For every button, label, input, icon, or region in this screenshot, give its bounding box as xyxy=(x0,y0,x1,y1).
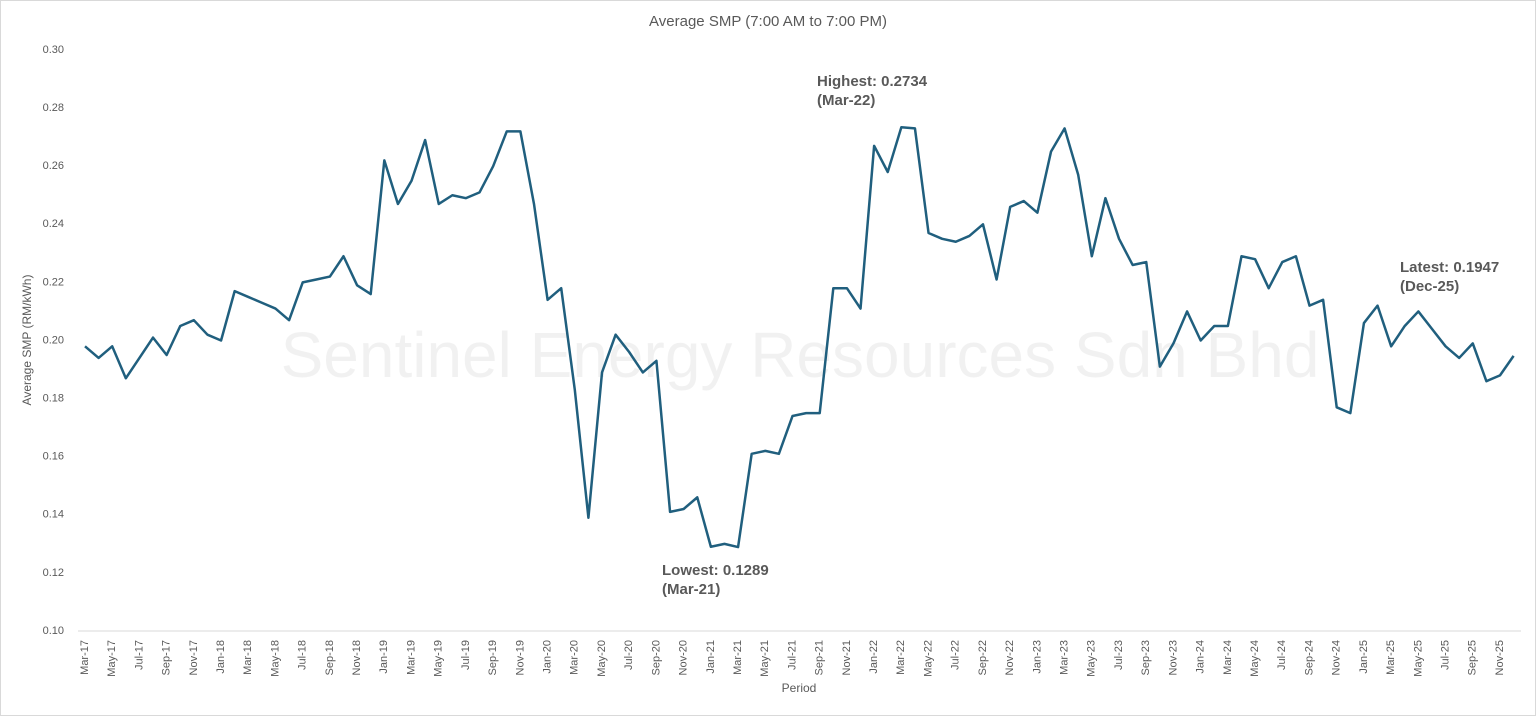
x-tick-label: Jan-25 xyxy=(1358,640,1370,674)
x-tick-label: Nov-20 xyxy=(678,640,690,675)
x-tick-label: Sep-17 xyxy=(161,640,173,675)
x-tick-label: Nov-23 xyxy=(1167,640,1179,675)
x-tick-label: Sep-21 xyxy=(814,640,826,675)
x-tick-label: Mar-17 xyxy=(79,640,91,675)
y-tick-label: 0.28 xyxy=(43,102,64,114)
y-tick-label: 0.16 xyxy=(43,451,64,463)
x-tick-label: Jan-18 xyxy=(215,640,227,674)
x-tick-label: Sep-20 xyxy=(650,640,662,675)
annotation: (Mar-21) xyxy=(662,581,720,598)
x-tick-label: Nov-22 xyxy=(1004,640,1016,675)
x-tick-label: Sep-23 xyxy=(1140,640,1152,675)
annotation: Highest: 0.2734 xyxy=(817,73,928,90)
x-tick-label: Sep-18 xyxy=(324,640,336,675)
y-tick-label: 0.10 xyxy=(43,625,64,637)
x-tick-label: Jan-20 xyxy=(542,640,554,674)
y-tick-label: 0.18 xyxy=(43,393,64,405)
x-tick-label: May-18 xyxy=(269,640,281,677)
x-tick-label: Nov-19 xyxy=(514,640,526,675)
x-tick-label: May-22 xyxy=(922,640,934,677)
x-tick-label: Sep-19 xyxy=(487,640,499,675)
x-tick-label: Jul-17 xyxy=(133,640,145,670)
y-tick-label: 0.22 xyxy=(43,276,64,288)
x-tick-label: May-24 xyxy=(1249,640,1261,677)
y-tick-label: 0.14 xyxy=(43,509,64,521)
x-tick-label: Jul-24 xyxy=(1276,640,1288,670)
x-tick-label: Nov-18 xyxy=(351,640,363,675)
x-tick-label: May-17 xyxy=(106,640,118,677)
y-tick-label: 0.26 xyxy=(43,160,64,172)
x-tick-label: Jan-24 xyxy=(1195,640,1207,674)
x-tick-label: Sep-24 xyxy=(1303,640,1315,675)
x-tick-label: Mar-25 xyxy=(1385,640,1397,675)
x-tick-label: Mar-19 xyxy=(405,640,417,675)
x-tick-label: Mar-22 xyxy=(895,640,907,675)
x-tick-label: May-20 xyxy=(596,640,608,677)
x-tick-label: Mar-20 xyxy=(569,640,581,675)
x-tick-label: Jul-20 xyxy=(623,640,635,670)
x-axis-title: Period xyxy=(782,681,817,695)
x-tick-label: May-21 xyxy=(759,640,771,677)
x-tick-label: Jul-22 xyxy=(950,640,962,670)
x-tick-label: May-23 xyxy=(1086,640,1098,677)
watermark: Sentinel Energy Resources Sdn Bhd xyxy=(281,319,1320,391)
x-tick-label: Jan-23 xyxy=(1031,640,1043,674)
annotation: (Dec-25) xyxy=(1400,278,1459,295)
x-tick-label: Jul-21 xyxy=(786,640,798,670)
x-tick-label: Nov-24 xyxy=(1331,640,1343,675)
x-tick-label: Nov-17 xyxy=(188,640,200,675)
annotation: Latest: 0.1947 xyxy=(1400,259,1499,276)
x-tick-label: Mar-24 xyxy=(1222,640,1234,675)
annotation: Lowest: 0.1289 xyxy=(662,562,769,579)
x-tick-label: Sep-25 xyxy=(1467,640,1479,675)
annotation: (Mar-22) xyxy=(817,92,875,109)
x-tick-label: Mar-21 xyxy=(732,640,744,675)
x-tick-label: Mar-18 xyxy=(242,640,254,675)
y-tick-label: 0.12 xyxy=(43,567,64,579)
x-tick-label: Jan-22 xyxy=(868,640,880,674)
x-tick-label: May-19 xyxy=(433,640,445,677)
x-tick-label: Jan-21 xyxy=(705,640,717,674)
x-tick-label: Jul-18 xyxy=(297,640,309,670)
x-tick-label: May-25 xyxy=(1412,640,1424,677)
x-tick-label: Sep-22 xyxy=(977,640,989,675)
y-tick-label: 0.20 xyxy=(43,334,64,346)
x-tick-label: Jan-19 xyxy=(378,640,390,674)
x-tick-label: Jul-23 xyxy=(1113,640,1125,670)
x-tick-label: Nov-21 xyxy=(841,640,853,675)
y-tick-label: 0.24 xyxy=(43,218,64,230)
chart-title: Average SMP (7:00 AM to 7:00 PM) xyxy=(649,13,887,30)
data-line xyxy=(84,126,1515,549)
x-tick-label: Jul-25 xyxy=(1439,640,1451,670)
x-tick-label: Jul-19 xyxy=(460,640,472,670)
x-tick-label: Nov-25 xyxy=(1494,640,1506,675)
y-axis-title: Average SMP (RM/kWh) xyxy=(20,275,34,406)
y-tick-label: 0.30 xyxy=(43,44,64,56)
x-tick-label: Mar-23 xyxy=(1059,640,1071,675)
